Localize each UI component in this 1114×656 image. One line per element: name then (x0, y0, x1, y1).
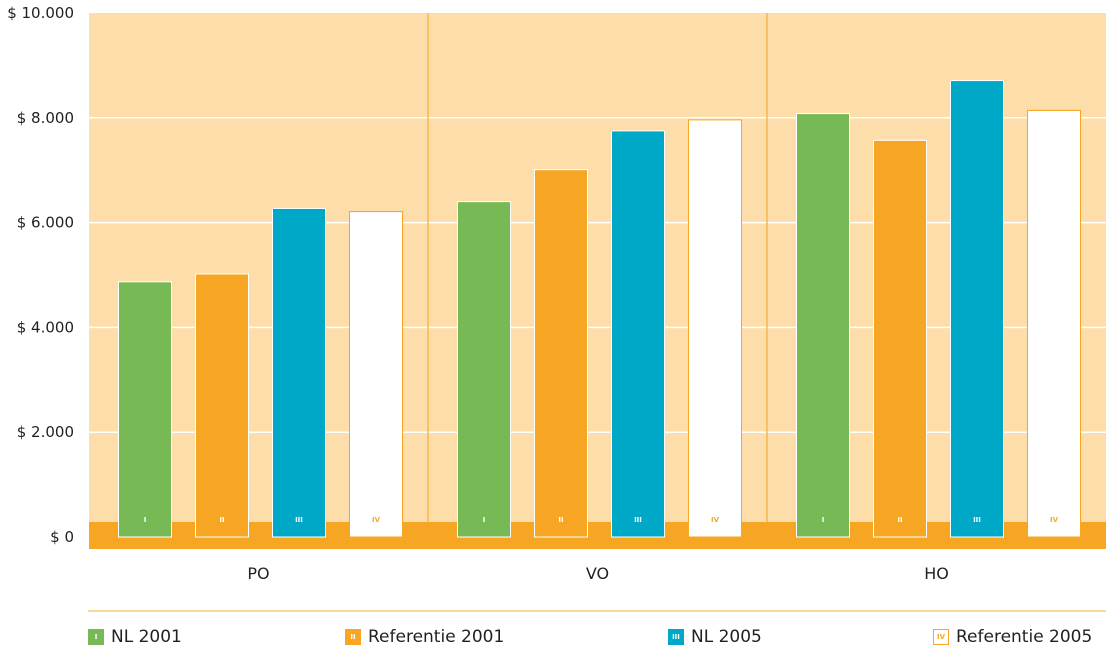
bar-marker: II (219, 516, 224, 524)
bar-vo-3: III (611, 130, 665, 538)
bar (873, 139, 927, 538)
bar-marker: III (634, 516, 642, 524)
legend-label: NL 2005 (691, 627, 762, 647)
bar-ho-2: II (873, 139, 927, 538)
legend-item: II Referentie 2001 (345, 627, 504, 647)
bar-ho-4: IV (1027, 109, 1081, 538)
y-tick-label: $ 10.000 (7, 4, 74, 22)
legend-label: Referentie 2005 (956, 627, 1093, 647)
y-tick-label: $ 4.000 (17, 318, 74, 336)
bar-marker: III (973, 516, 981, 524)
bar (272, 207, 326, 538)
legend-item: IV Referentie 2005 (933, 627, 1092, 647)
y-tick-label: $ 2.000 (17, 423, 74, 441)
bar (534, 169, 588, 538)
plot-background (89, 13, 1106, 549)
legend-swatch: II (345, 629, 361, 645)
bar-marker: III (295, 516, 303, 524)
category-label: PO (247, 564, 269, 583)
bar-marker: IV (372, 516, 381, 524)
bar-vo-1: I (457, 201, 511, 538)
bar-po-2: II (195, 273, 249, 538)
y-tick-label: $ 0 (50, 528, 74, 546)
bar-vo-4: IV (688, 119, 742, 538)
legend-label: NL 2001 (111, 627, 182, 647)
legend-item: I NL 2001 (88, 627, 182, 647)
bar (457, 201, 511, 538)
bar-po-3: III (272, 207, 326, 538)
baseline-band (89, 522, 1106, 549)
bar-marker: II (897, 516, 902, 524)
bar (195, 273, 249, 538)
bar-marker: I (483, 516, 486, 524)
legend-label: Referentie 2001 (368, 627, 505, 647)
category-label: VO (586, 564, 609, 583)
bar (611, 130, 665, 538)
bar-marker: IV (1050, 516, 1059, 524)
bar-chart: I II III IV I II III IV I II III IV PO VO HO$ 0$ 2.00… (7, 4, 1106, 583)
y-tick-label: $ 6.000 (17, 214, 74, 232)
bar-ho-1: I (796, 113, 850, 538)
bar-marker: II (558, 516, 563, 524)
bar-marker: I (822, 516, 825, 524)
bar-marker: I (144, 516, 147, 524)
bar (118, 281, 172, 538)
bar (1027, 109, 1081, 538)
category-label: HO (924, 564, 949, 583)
legend: I NL 2001 II Referentie 2001 III NL 2005 IV Ref… (0, 627, 1114, 655)
legend-item: III NL 2005 (668, 627, 762, 647)
bar-ho-3: III (950, 80, 1004, 538)
legend-swatch: IV (933, 629, 949, 645)
bar-vo-2: II (534, 169, 588, 538)
legend-swatch: I (88, 629, 104, 645)
bar-marker: IV (711, 516, 720, 524)
bar-po-4: IV (349, 211, 403, 538)
bar (950, 80, 1004, 538)
bar-po-1: I (118, 281, 172, 538)
bar (688, 119, 742, 538)
bar (796, 113, 850, 538)
legend-divider (88, 610, 1106, 612)
legend-swatch: III (668, 629, 684, 645)
y-tick-label: $ 8.000 (17, 109, 74, 127)
bar (349, 211, 403, 538)
